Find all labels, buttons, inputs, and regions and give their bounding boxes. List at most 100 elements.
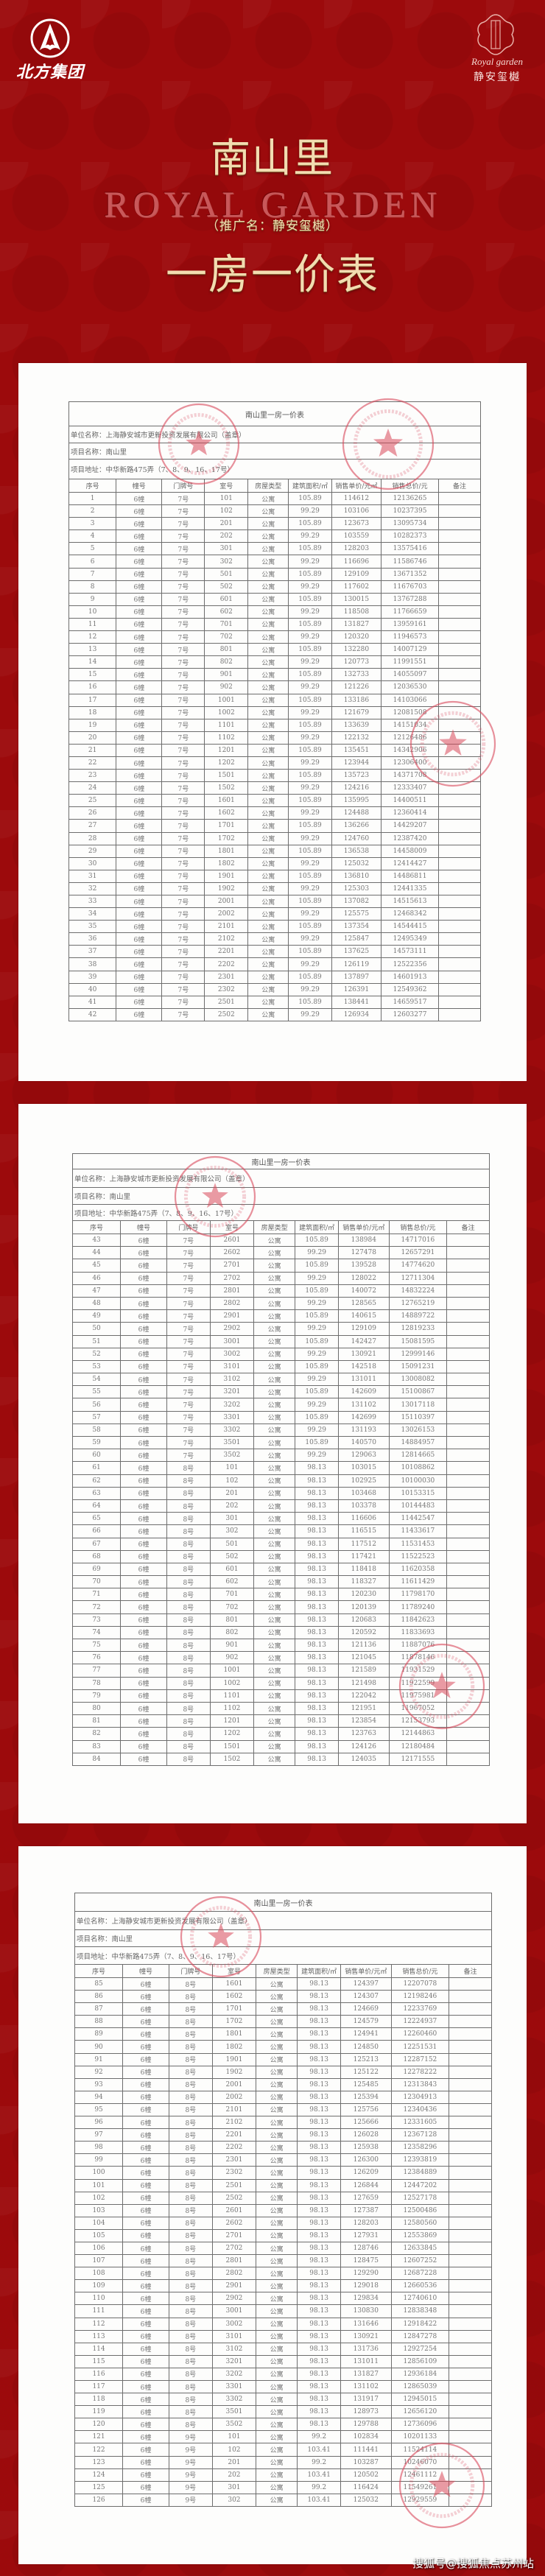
- house-type-cell: 公寓: [253, 1549, 296, 1563]
- remarks-cell: [446, 1347, 490, 1361]
- remarks-cell: [446, 1322, 490, 1336]
- building-no-cell: 6幢: [120, 1246, 167, 1260]
- column-header: 门牌号: [168, 1964, 213, 1978]
- unit-price-cell: 121679: [331, 705, 382, 719]
- table-row: 19 6幢 7号 1101 公寓 105.89 133639 14151034: [68, 718, 482, 732]
- unit-price-cell: 126934: [331, 1007, 382, 1021]
- floor-area-cell: 99.29: [288, 881, 332, 896]
- building-no-cell: 6幢: [122, 2267, 169, 2281]
- total-price-cell: 12468342: [381, 907, 439, 921]
- door-no-cell: 8号: [168, 2027, 213, 2041]
- floor-area-cell: 105.89: [288, 743, 332, 757]
- total-price-cell: 12736096: [390, 2418, 450, 2432]
- house-type-cell: 公寓: [253, 1461, 296, 1475]
- unit-price-cell: 128203: [331, 542, 382, 556]
- door-no-cell: 8号: [166, 1486, 211, 1500]
- serial-no-cell: 75: [71, 1638, 122, 1653]
- serial-no-cell: 117: [74, 2379, 124, 2394]
- building-no-cell: 6幢: [120, 1461, 167, 1475]
- serial-no-cell: 109: [74, 2279, 124, 2293]
- room-no-cell: 2602: [209, 1246, 255, 1260]
- remarks-cell: [449, 2443, 492, 2457]
- unit-price-cell: 130830: [340, 2304, 392, 2318]
- room-no-cell: 2802: [211, 2267, 257, 2281]
- table-row: 42 6幢 7号 2502 公寓 99.29 126934 12603277: [68, 1007, 482, 1021]
- total-price-cell: 12171555: [388, 1752, 448, 1766]
- room-no-cell: 1002: [204, 705, 249, 719]
- table-row: 94 6幢 8号 2002 公寓 98.13 125394 12304913: [74, 2090, 492, 2104]
- door-no-cell: 7号: [161, 580, 205, 594]
- room-no-cell: 2701: [209, 1259, 255, 1273]
- building-no-cell: 6幢: [120, 1347, 167, 1361]
- house-type-cell: 公寓: [247, 567, 289, 581]
- column-header: 销售总价/元: [388, 1220, 448, 1234]
- floor-area-cell: 99.29: [288, 605, 332, 619]
- unit-price-cell: 103378: [338, 1499, 390, 1513]
- total-price-cell: 14007129: [381, 643, 439, 657]
- serial-no-cell: 38: [68, 957, 117, 971]
- total-price-cell: 11433617: [388, 1524, 448, 1538]
- house-type-cell: 公寓: [247, 693, 289, 707]
- floor-area-cell: 98.13: [297, 2292, 342, 2306]
- door-no-cell: 8号: [166, 1524, 211, 1538]
- serial-no-cell: 24: [68, 781, 117, 795]
- door-no-cell: 7号: [161, 705, 205, 719]
- total-price-cell: 11789240: [388, 1600, 448, 1614]
- floor-area-cell: 99.29: [295, 1449, 340, 1463]
- door-no-cell: 8号: [168, 2267, 213, 2281]
- house-type-cell: 公寓: [256, 2077, 298, 2091]
- table-row: 9 6幢 7号 601 公寓 105.89 130015 13767288: [68, 592, 482, 606]
- total-price-cell: 14832224: [388, 1284, 448, 1298]
- building-no-cell: 6幢: [120, 1385, 167, 1399]
- serial-no-cell: 105: [74, 2228, 124, 2242]
- serial-no-cell: 66: [71, 1524, 122, 1538]
- remarks-cell: [446, 1664, 490, 1678]
- total-price-cell: 14103066: [381, 693, 439, 707]
- house-type-cell: 公寓: [247, 920, 289, 934]
- project-address: 项目地址：中华新路475弄（7、8、9、16、17号）: [68, 459, 481, 479]
- table-row: 126 6幢 9号 302 公寓 103.41 125032 12929559: [74, 2493, 492, 2507]
- remarks-cell: [437, 844, 482, 858]
- door-no-cell: 7号: [161, 995, 205, 1009]
- unit-price-cell: 125938: [340, 2141, 392, 2155]
- total-price-cell: 12856109: [390, 2354, 450, 2368]
- floor-area-cell: 98.13: [297, 2367, 342, 2382]
- door-no-cell: 7号: [161, 945, 205, 959]
- door-no-cell: 8号: [166, 1512, 211, 1526]
- house-type-cell: 公寓: [256, 2015, 298, 2029]
- door-no-cell: 7号: [161, 781, 205, 795]
- table-row: 35 6幢 7号 2101 公寓 105.89 137354 14544415: [68, 920, 482, 934]
- house-type-cell: 公寓: [256, 2379, 298, 2394]
- serial-no-cell: 31: [68, 869, 117, 883]
- room-no-cell: 2102: [204, 932, 249, 946]
- room-no-cell: 2702: [209, 1271, 255, 1285]
- door-no-cell: 7号: [166, 1296, 211, 1311]
- total-price-cell: 11522523: [388, 1549, 448, 1563]
- unit-price-cell: 124488: [331, 806, 382, 820]
- floor-area-cell: 98.13: [295, 1689, 340, 1703]
- building-no-cell: 6幢: [120, 1575, 167, 1589]
- floor-area-cell: 99.29: [295, 1322, 340, 1336]
- house-type-cell: 公寓: [247, 1007, 289, 1021]
- table-row: 104 6幢 8号 2602 公寓 98.13 128203 12580560: [74, 2216, 492, 2230]
- room-no-cell: 1202: [209, 1727, 255, 1741]
- house-type-cell: 公寓: [253, 1727, 296, 1741]
- building-no-cell: 6幢: [116, 995, 163, 1009]
- house-type-cell: 公寓: [253, 1638, 296, 1653]
- remarks-cell: [449, 1990, 492, 2004]
- total-price-cell: 14342906: [381, 743, 439, 757]
- total-price-cell: 12929559: [390, 2493, 450, 2507]
- room-no-cell: 101: [204, 491, 249, 506]
- remarks-cell: [449, 2393, 492, 2407]
- table-row: 43 6幢 7号 2601 公寓 105.89 138984 14717016: [71, 1233, 490, 1247]
- room-no-cell: 2501: [204, 995, 249, 1009]
- building-no-cell: 6幢: [120, 1474, 167, 1488]
- column-header: 建筑面积/㎡: [288, 479, 332, 493]
- room-no-cell: 701: [204, 617, 249, 632]
- unit-price-cell: 138441: [331, 995, 382, 1009]
- door-no-cell: 7号: [161, 806, 205, 820]
- floor-area-cell: 98.13: [297, 2002, 342, 2016]
- room-no-cell: 1502: [209, 1752, 255, 1766]
- room-no-cell: 1901: [211, 2052, 257, 2066]
- total-price-cell: 12126486: [381, 731, 439, 745]
